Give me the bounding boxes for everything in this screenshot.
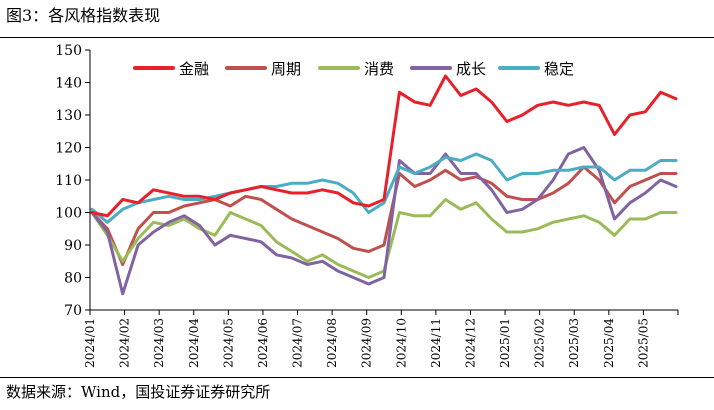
x-tick-label: 2024/06 [256,318,270,368]
y-tick-label: 100 [55,206,82,222]
y-tick-label: 70 [64,303,82,319]
y-tick-label: 80 [64,271,82,287]
legend-label: 消费 [364,60,394,78]
x-tick-label: 2025/01 [498,318,512,368]
legend-label: 成长 [456,60,486,78]
legend-label: 稳定 [544,60,574,78]
y-tick-label: 130 [55,108,82,124]
y-tick-label: 150 [55,43,82,59]
x-tick-label: 2025/03 [567,318,581,368]
x-tick-label: 2025/04 [602,318,616,368]
series-line-5 [90,152,678,224]
legend: 金融 周期 消费 成长 稳定 [133,60,574,78]
y-tick-label: 110 [55,173,82,189]
x-axis: 2024/01 2024/02 2024/03 2024/04 2024/05 2024/… [83,310,679,368]
x-tick-label: 2025/02 [533,318,547,368]
x-tick-label: 2024/03 [152,318,166,368]
x-tick-label: 2024/02 [118,318,132,368]
x-tick-label: 2024/12 [463,318,477,368]
y-tick-label: 120 [55,141,82,157]
legend-label: 周期 [271,60,301,78]
y-tick-label: 90 [64,238,82,254]
legend-label: 金融 [179,60,209,78]
x-tick-label: 2025/05 [636,318,650,368]
x-tick-label: 2024/11 [429,318,443,368]
x-tick-label: 2024/05 [221,318,235,368]
y-tick-label: 140 [55,76,82,92]
x-tick-label: 2024/10 [394,318,408,368]
bottom-rule [0,377,714,378]
source-note: 数据来源：Wind，国投证券证券研究所 [6,383,271,401]
x-tick-label: 2024/04 [187,318,201,368]
series-line-4 [90,146,678,296]
series-lines [90,74,678,296]
x-tick-label: 2024/09 [360,318,374,368]
x-tick-label: 2024/08 [325,318,339,368]
figure-title: 图3：各风格指数表现 [6,6,161,25]
series-line-2 [90,165,678,266]
y-axis: 70 80 90 100 110 120 130 140 150 [55,43,90,319]
x-tick-label: 2024/01 [83,318,97,368]
series-line-1 [90,74,678,218]
x-tick-label: 2024/07 [291,318,305,368]
top-rule [0,37,714,38]
